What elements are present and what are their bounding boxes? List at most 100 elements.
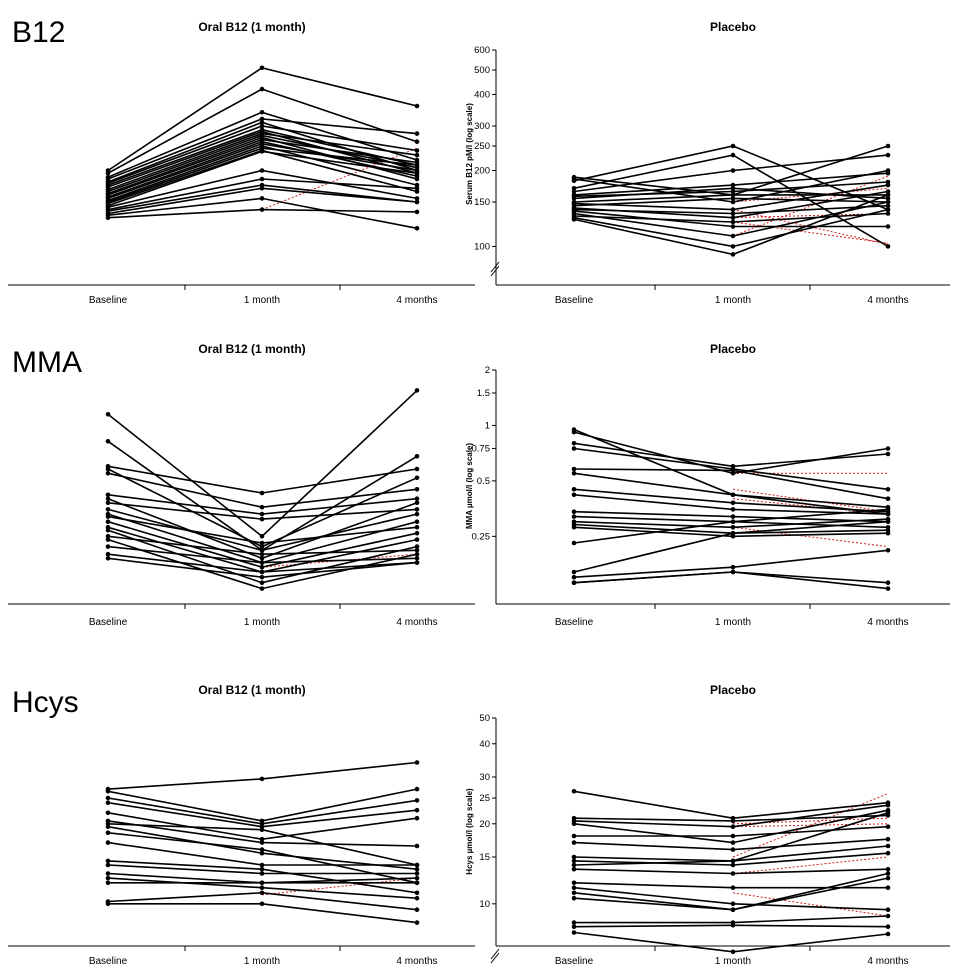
data-point (730, 525, 736, 530)
y-tick-label: 0.75 (472, 443, 491, 454)
data-point (105, 556, 111, 561)
data-point (885, 810, 891, 816)
x-tick-label: 4 months (396, 956, 437, 967)
data-point (414, 103, 420, 109)
data-point (571, 858, 577, 864)
data-point (259, 880, 265, 886)
data-point (571, 924, 577, 929)
y-tick-label: 200 (474, 165, 490, 176)
y-tick-label: 0.25 (472, 531, 491, 542)
data-point (259, 866, 265, 872)
data-point (414, 530, 420, 536)
panel-title: Oral B12 (1 month) (198, 683, 305, 697)
data-point (105, 830, 111, 836)
data-point (105, 880, 111, 886)
data-point (259, 116, 265, 122)
x-tick-label: Baseline (555, 617, 594, 628)
data-point (885, 802, 891, 808)
series-line (573, 877, 889, 911)
x-tick-label: 1 month (244, 295, 280, 306)
data-point (885, 511, 891, 517)
y-tick-label: 1.5 (477, 388, 490, 399)
data-point (259, 586, 265, 591)
data-point (730, 818, 736, 824)
placebo-panel-2: Placebo Baseline 1 month 4 months 0.25 0.5 0.7… (465, 342, 950, 628)
panel-title: Oral B12 (1 month) (198, 342, 305, 356)
data-point (730, 901, 736, 907)
data-point (105, 858, 111, 864)
data-point (571, 930, 577, 935)
data-point (571, 580, 577, 585)
data-point (105, 871, 111, 876)
data-point (885, 519, 891, 524)
oral-b12-panel-2: MMA Oral B12 (1 month) Baseline 1 month 4 mo… (8, 342, 475, 628)
data-point (414, 544, 420, 549)
data-point (105, 551, 111, 557)
data-point (105, 534, 111, 539)
data-point (414, 880, 420, 886)
data-point (414, 920, 420, 925)
data-point (259, 110, 265, 115)
data-point (259, 548, 265, 553)
data-point (730, 199, 736, 205)
data-point (259, 827, 265, 832)
y-tick-label: 150 (474, 197, 490, 208)
data-point (730, 862, 736, 868)
data-point (885, 931, 891, 937)
data-point (571, 492, 577, 498)
data-point (414, 454, 420, 459)
data-point (885, 451, 891, 457)
axis-break-mark (490, 265, 500, 277)
data-point (730, 907, 736, 912)
data-point (414, 507, 420, 512)
data-point (571, 880, 577, 886)
data-point (105, 519, 111, 524)
data-point (571, 441, 577, 446)
data-point (414, 475, 420, 481)
data-point (571, 178, 577, 184)
x-tick-label: 4 months (867, 956, 908, 967)
dotted-series-line (732, 823, 889, 828)
data-point (885, 487, 891, 492)
data-point (259, 901, 265, 907)
data-point (730, 514, 736, 519)
data-point (571, 840, 577, 845)
data-point (259, 540, 265, 546)
row-label: B12 (12, 16, 65, 49)
data-point (105, 544, 111, 549)
data-point (571, 487, 577, 492)
data-point (885, 189, 891, 194)
data-point (259, 65, 265, 71)
data-point (414, 556, 420, 561)
y-tick-label: 300 (474, 121, 490, 132)
data-point (571, 540, 577, 546)
row-label: MMA (12, 346, 82, 379)
data-point (730, 885, 736, 890)
data-point (885, 871, 891, 876)
y-tick-label: 20 (479, 819, 490, 830)
data-point (571, 862, 577, 868)
data-point (730, 840, 736, 845)
data-point (259, 534, 265, 539)
panel-title: Placebo (710, 683, 756, 697)
data-point (885, 199, 891, 205)
data-point (571, 217, 577, 222)
data-point (885, 548, 891, 553)
data-point (105, 507, 111, 512)
series-line (573, 428, 889, 515)
data-point (730, 182, 736, 188)
data-point (730, 923, 736, 928)
data-point (730, 833, 736, 839)
data-point (571, 466, 577, 472)
series-line (573, 931, 889, 953)
data-point (885, 211, 891, 216)
data-point (730, 564, 736, 570)
x-tick-label: Baseline (89, 956, 128, 967)
data-point (730, 530, 736, 536)
data-point (259, 836, 265, 842)
data-point (259, 123, 265, 129)
data-point (885, 244, 891, 249)
data-point (414, 798, 420, 803)
data-point (571, 446, 577, 451)
data-point (571, 569, 577, 575)
